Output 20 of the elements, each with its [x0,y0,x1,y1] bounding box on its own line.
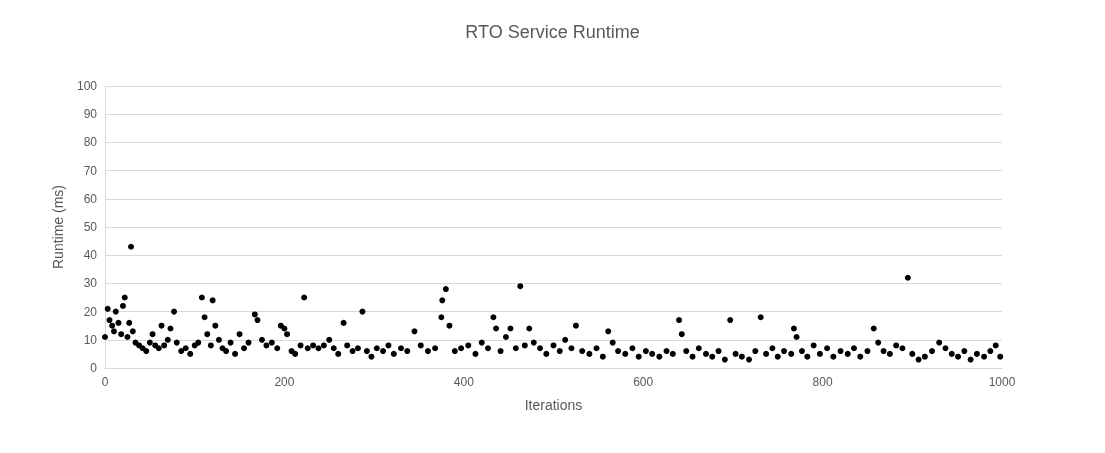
y-tick-label: 80 [83,135,98,150]
y-tick-label: 60 [83,191,98,206]
y-tick-label: 100 [76,79,98,93]
y-tick-label: 90 [83,107,98,122]
y-tick-label: 50 [83,220,98,234]
y-tick-label: 30 [83,276,98,291]
y-axis-title: Runtime (ms) [50,184,66,270]
x-tick-label: 0 [101,375,109,389]
x-tick-label: 600 [633,375,654,389]
y-tick-label: 70 [83,163,98,178]
y-tick-label: 0 [90,361,98,375]
y-tick-label: 10 [83,332,98,347]
y-tick-label: 40 [83,248,98,263]
x-tick-label: 400 [453,375,475,389]
x-tick-label: 1000 [988,375,1016,389]
x-tick-label: 200 [274,375,295,389]
x-axis-title: Iterations [524,397,583,413]
x-tick-label: 800 [812,375,833,389]
y-tick-label: 20 [83,304,98,319]
chart-title: RTO Service Runtime [465,22,640,42]
